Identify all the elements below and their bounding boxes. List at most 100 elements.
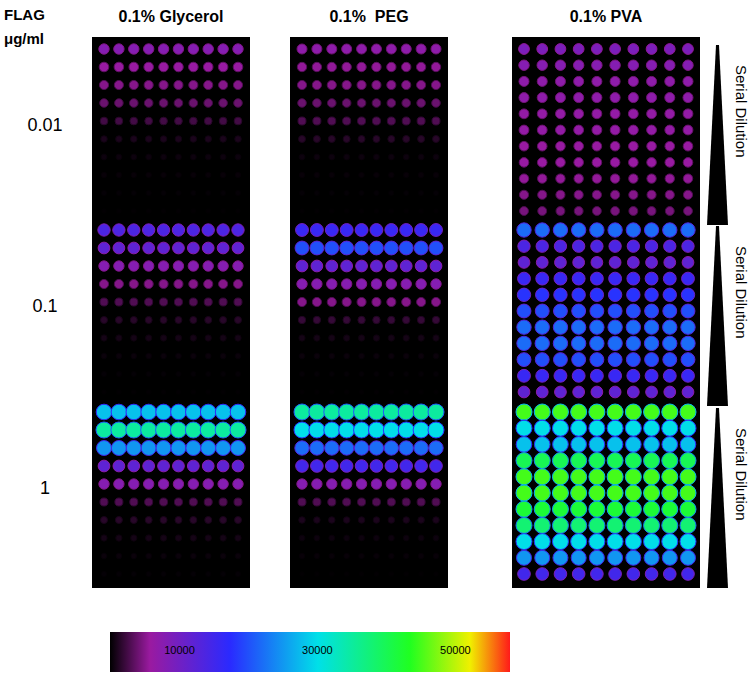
spot xyxy=(314,190,319,195)
spot xyxy=(417,99,426,108)
spot xyxy=(402,297,411,306)
spot xyxy=(389,389,394,394)
spot xyxy=(646,44,657,55)
spot xyxy=(189,62,199,72)
spot xyxy=(609,369,622,382)
spot xyxy=(416,479,426,489)
spot xyxy=(516,534,532,550)
spot xyxy=(114,279,123,288)
spot xyxy=(680,469,696,485)
spot xyxy=(328,117,336,125)
spot xyxy=(220,517,227,524)
spot xyxy=(235,353,241,359)
spot xyxy=(146,190,151,195)
spot xyxy=(328,498,336,506)
spot xyxy=(386,279,396,289)
spot xyxy=(156,422,172,438)
spot xyxy=(403,353,409,359)
column-label: 0.1% PEG xyxy=(329,8,408,25)
spot xyxy=(230,422,246,438)
spot xyxy=(417,117,425,125)
spot xyxy=(519,158,529,168)
spot xyxy=(403,172,409,178)
spot xyxy=(314,208,319,213)
spot xyxy=(592,158,602,168)
spot xyxy=(683,44,694,55)
spot xyxy=(354,441,368,455)
spot xyxy=(232,460,244,472)
spot xyxy=(517,304,531,318)
spot xyxy=(387,62,396,71)
spot xyxy=(205,517,212,524)
spot xyxy=(553,437,569,453)
spot xyxy=(432,316,439,323)
spot xyxy=(143,479,153,489)
spot xyxy=(389,571,394,576)
spot xyxy=(141,441,156,456)
spot xyxy=(609,272,622,285)
spot xyxy=(235,335,241,341)
panel xyxy=(512,218,700,406)
spot xyxy=(344,208,349,213)
spot xyxy=(344,353,350,359)
spot xyxy=(359,371,364,376)
panel-background xyxy=(512,218,700,406)
spot xyxy=(519,125,529,135)
spot xyxy=(592,207,601,216)
spot xyxy=(680,437,696,453)
spot xyxy=(129,479,139,489)
spot xyxy=(537,125,547,135)
spot xyxy=(339,422,355,438)
spot xyxy=(329,389,334,394)
spot xyxy=(516,437,532,453)
spot xyxy=(556,174,565,183)
spot xyxy=(296,460,309,473)
spot xyxy=(99,279,108,288)
spot xyxy=(299,208,304,213)
spot xyxy=(403,335,409,341)
spot xyxy=(220,553,226,559)
spot xyxy=(418,371,423,376)
spot xyxy=(343,517,350,524)
spot xyxy=(373,335,379,341)
spot xyxy=(146,553,152,559)
spot xyxy=(385,260,397,272)
spot xyxy=(111,404,127,420)
spot xyxy=(312,479,322,489)
spot xyxy=(173,261,183,271)
spot xyxy=(355,241,369,255)
spot xyxy=(628,76,638,86)
spot xyxy=(205,335,211,341)
spot xyxy=(233,44,243,54)
spot xyxy=(625,404,641,420)
spot xyxy=(235,136,242,143)
spot xyxy=(574,93,584,103)
panel xyxy=(512,37,700,225)
spot xyxy=(115,117,123,125)
spot xyxy=(206,190,211,195)
spot xyxy=(574,158,584,168)
spot xyxy=(388,335,394,341)
spot xyxy=(218,44,228,54)
spot xyxy=(298,117,306,125)
spot xyxy=(645,304,659,318)
spot xyxy=(160,335,166,341)
spot xyxy=(573,60,583,70)
spot xyxy=(114,261,124,271)
spot xyxy=(418,154,424,160)
spot xyxy=(374,208,379,213)
spot xyxy=(610,93,620,103)
spot xyxy=(159,80,168,89)
spot xyxy=(628,60,638,70)
spot xyxy=(190,317,197,324)
spot xyxy=(665,190,674,199)
spot xyxy=(143,44,153,54)
spot xyxy=(536,240,548,252)
spot xyxy=(403,553,409,559)
spot xyxy=(556,207,565,216)
spot xyxy=(552,453,568,469)
spot xyxy=(327,62,336,71)
spot xyxy=(399,441,413,455)
spot xyxy=(231,441,246,456)
spot xyxy=(204,117,212,125)
